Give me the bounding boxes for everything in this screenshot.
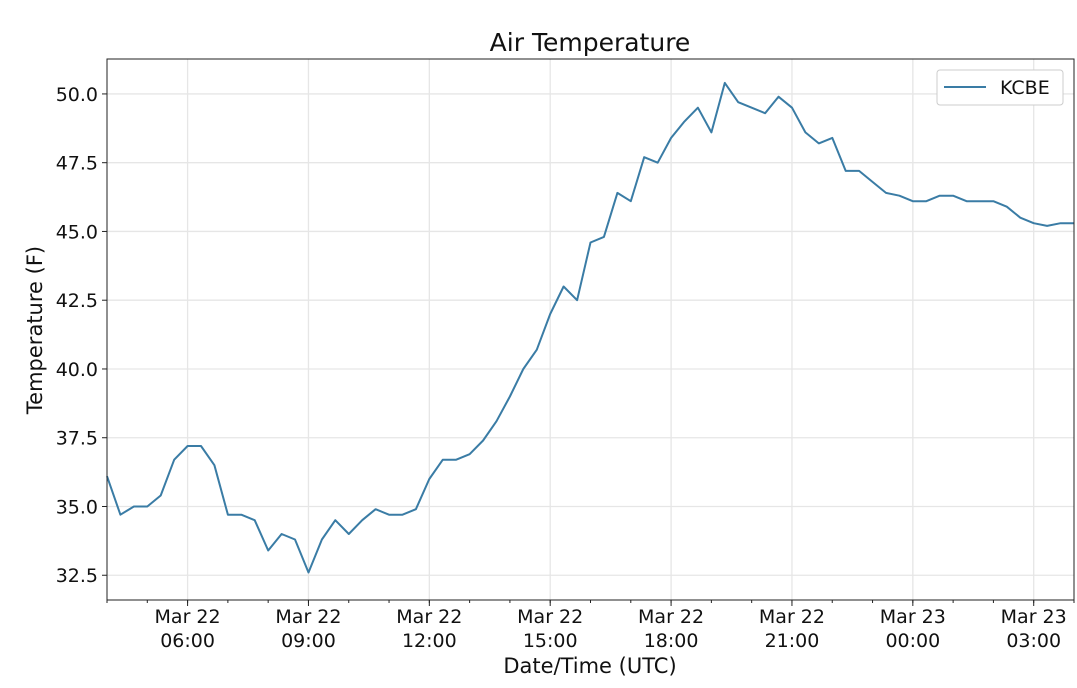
x-axis-label: Date/Time (UTC) — [503, 654, 676, 678]
x-tick-label-time: 21:00 — [765, 630, 820, 652]
y-tick-label: 40.0 — [56, 359, 98, 381]
y-axis-label: Temperature (F) — [23, 246, 47, 415]
chart-title: Air Temperature — [490, 28, 691, 57]
y-tick-label: 50.0 — [56, 84, 98, 106]
y-tick-label: 42.5 — [56, 290, 98, 312]
x-tick-label-date: Mar 22 — [396, 606, 462, 628]
x-tick-label-date: Mar 23 — [880, 606, 946, 628]
x-tick-label-time: 15:00 — [523, 630, 578, 652]
x-tick-label-date: Mar 22 — [759, 606, 825, 628]
x-tick-label-time: 00:00 — [885, 630, 940, 652]
x-tick-label-date: Mar 22 — [638, 606, 704, 628]
x-tick-label-time: 18:00 — [644, 630, 699, 652]
legend-label-kcbe: KCBE — [1000, 77, 1050, 99]
x-tick-label-date: Mar 23 — [1001, 606, 1067, 628]
x-tick-label-time: 12:00 — [402, 630, 457, 652]
y-tick-label: 47.5 — [56, 153, 98, 175]
x-tick-label-date: Mar 22 — [275, 606, 341, 628]
series-line-kcbe — [107, 83, 1074, 573]
y-tick-label: 32.5 — [56, 565, 98, 587]
x-tick-label-date: Mar 22 — [155, 606, 221, 628]
x-tick-label-time: 06:00 — [160, 630, 215, 652]
y-tick-label: 37.5 — [56, 428, 98, 450]
x-tick-label-time: 09:00 — [281, 630, 336, 652]
series-layer — [107, 83, 1074, 573]
y-tick-label: 45.0 — [56, 221, 98, 243]
legend: KCBE — [937, 70, 1063, 105]
x-tick-label-date: Mar 22 — [517, 606, 583, 628]
y-tick-label: 35.0 — [56, 496, 98, 518]
x-tick-label-time: 03:00 — [1006, 630, 1061, 652]
